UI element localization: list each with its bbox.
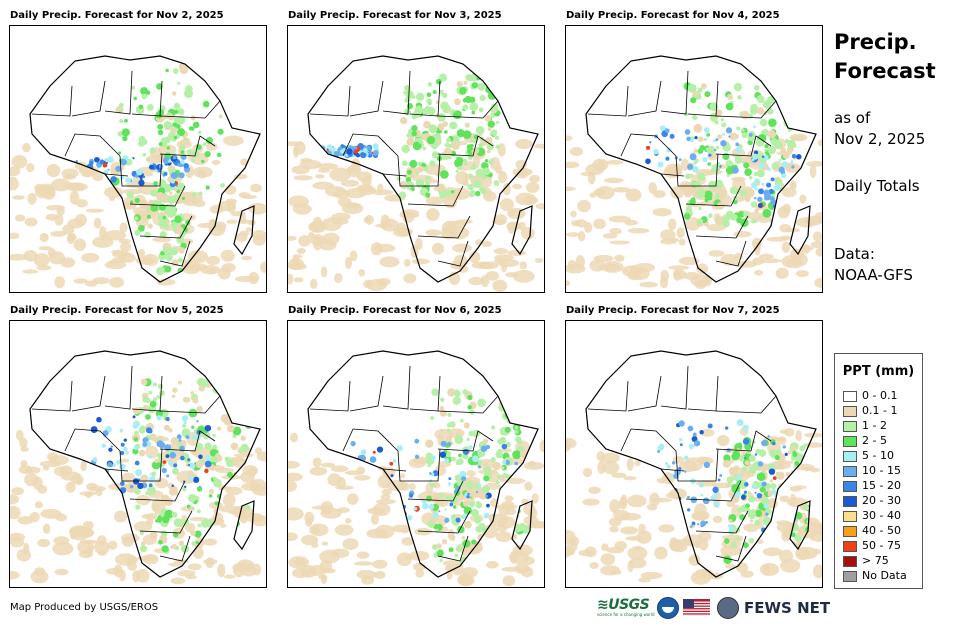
legend-item: 30 - 40 (843, 509, 901, 524)
legend-item: 5 - 10 (843, 449, 894, 464)
legend-label: > 75 (862, 554, 889, 567)
africa-map (566, 350, 822, 585)
daily-totals-label: Daily Totals (834, 177, 920, 195)
legend-swatch (843, 540, 857, 552)
data-source: Data: NOAA-GFS (834, 244, 913, 286)
precip-legend: PPT (mm) 0 - 0.1 0.1 - 1 1 - 2 2 - 5 5 - 10 1… (834, 353, 923, 589)
forecast-map-6 (565, 320, 823, 588)
legend-item: 15 - 20 (843, 479, 901, 494)
legend-title: PPT (mm) (842, 364, 915, 379)
usgs-logo: ≋USGS (597, 597, 650, 613)
legend-label: 0 - 0.1 (862, 389, 898, 402)
legend-swatch (843, 510, 857, 522)
legend-swatch (843, 555, 857, 567)
legend-label: 50 - 75 (862, 539, 901, 552)
legend-label: 5 - 10 (862, 449, 894, 462)
legend-label: 40 - 50 (862, 524, 901, 537)
panel-title-5: Daily Precip. Forecast for Nov 6, 2025 (288, 305, 502, 316)
legend-swatch (843, 525, 857, 537)
legend-label: 0.1 - 1 (862, 404, 898, 417)
africa-map (10, 350, 266, 585)
africa-map (566, 55, 822, 290)
legend-label: 1 - 2 (862, 419, 887, 432)
legend-label: 2 - 5 (862, 434, 887, 447)
side-title-line2: Forecast (834, 59, 936, 83)
legend-label: 30 - 40 (862, 509, 901, 522)
legend-swatch (843, 450, 857, 462)
usaid-seal-icon (717, 597, 739, 619)
legend-item: No Data (843, 569, 907, 584)
as-of-label: as of Nov 2, 2025 (834, 108, 925, 150)
data-source-line2: NOAA-GFS (834, 266, 913, 284)
legend-swatch (843, 465, 857, 477)
panel-title-1: Daily Precip. Forecast for Nov 2, 2025 (10, 10, 224, 21)
legend-label: 15 - 20 (862, 479, 901, 492)
legend-swatch (843, 570, 857, 582)
legend-swatch (843, 420, 857, 432)
legend-item: > 75 (843, 554, 889, 569)
africa-map (288, 55, 544, 292)
noaa-logo (657, 597, 679, 619)
forecast-map-1 (9, 25, 267, 293)
panel-title-6: Daily Precip. Forecast for Nov 7, 2025 (566, 305, 780, 316)
legend-swatch (843, 405, 857, 417)
legend-label: 10 - 15 (862, 464, 901, 477)
usgs-logo-text: USGS (608, 597, 650, 613)
panel-title-2: Daily Precip. Forecast for Nov 3, 2025 (288, 10, 502, 21)
legend-swatch (843, 390, 857, 402)
africa-map (10, 55, 266, 289)
legend-swatch (843, 480, 857, 492)
as-of-line1: as of (834, 109, 871, 127)
side-title-line1: Precip. (834, 30, 917, 54)
legend-item: 40 - 50 (843, 524, 901, 539)
data-source-line1: Data: (834, 245, 875, 263)
legend-item: 0 - 0.1 (843, 389, 897, 404)
fews-net-logo: FEWS NET (744, 599, 831, 617)
legend-item: 1 - 2 (843, 419, 887, 434)
legend-item: 0.1 - 1 (843, 404, 897, 419)
map-credit: Map Produced by USGS/EROS (10, 602, 159, 613)
forecast-map-4 (9, 320, 267, 588)
legend-item: 2 - 5 (843, 434, 887, 449)
as-of-date: Nov 2, 2025 (834, 130, 926, 148)
africa-map (288, 350, 544, 587)
forecast-map-3 (565, 25, 823, 293)
legend-swatch (843, 435, 857, 447)
legend-label: No Data (862, 569, 907, 582)
forecast-map-5 (287, 320, 545, 588)
legend-item: 20 - 30 (843, 494, 901, 509)
legend-swatch (843, 495, 857, 507)
panel-title-3: Daily Precip. Forecast for Nov 4, 2025 (566, 10, 780, 21)
forecast-map-2 (287, 25, 545, 293)
legend-item: 50 - 75 (843, 539, 901, 554)
us-flag-icon (683, 599, 710, 616)
legend-item: 10 - 15 (843, 464, 901, 479)
legend-label: 20 - 30 (862, 494, 901, 507)
panel-title-4: Daily Precip. Forecast for Nov 5, 2025 (10, 305, 224, 316)
usgs-tagline: science for a changing world (597, 612, 655, 617)
side-title: Precip. Forecast (834, 28, 936, 86)
